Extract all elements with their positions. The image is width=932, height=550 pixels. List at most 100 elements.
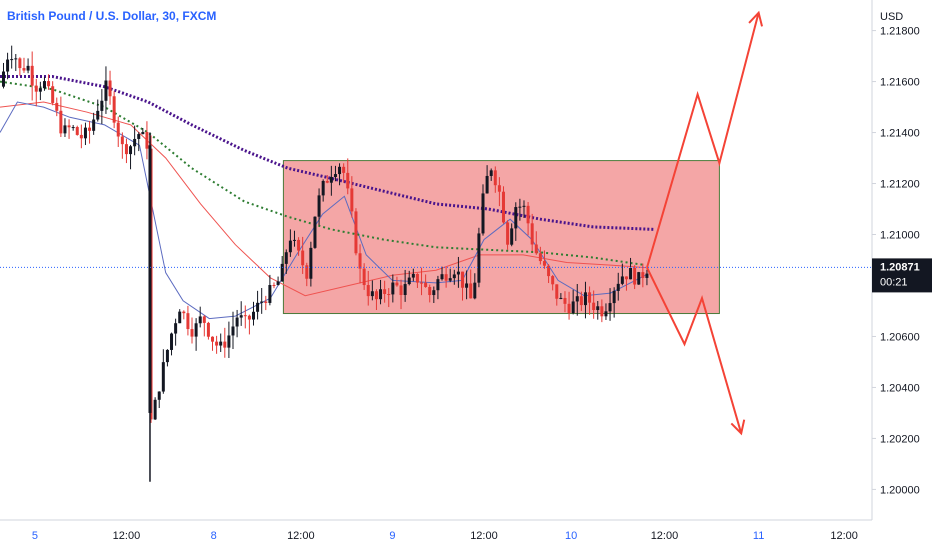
candle-body (346, 172, 350, 189)
candle-body (637, 272, 641, 285)
candle-body (190, 329, 194, 337)
candle-body (47, 81, 51, 87)
candle-body (379, 289, 383, 300)
candle-body (186, 313, 190, 330)
candle-body (227, 335, 231, 348)
candle-body (600, 306, 604, 317)
candle-body (522, 205, 526, 207)
price-tick-1: 1.21600 (880, 77, 920, 89)
candle-body (231, 326, 235, 336)
candle-body (14, 58, 18, 60)
candle-body (387, 294, 391, 296)
candle-body (51, 86, 55, 103)
ma-purple-dotted-line (0, 75, 655, 231)
current-price-badge: 1.20871 00:21 (0, 258, 932, 293)
time-tick-4: 9 (389, 530, 395, 542)
candle-body (333, 174, 337, 177)
price-tick-8: 1.20000 (880, 484, 920, 496)
candle-body (604, 311, 608, 317)
candle-body (383, 289, 387, 295)
candle-body (436, 279, 440, 291)
candle-body (178, 311, 182, 324)
candle-body (506, 222, 510, 245)
candle-body (583, 292, 587, 306)
candle-body (284, 252, 288, 264)
candle-body (182, 311, 186, 314)
price-axis[interactable]: USD 1.21800 1.21600 1.21400 1.21200 1.21000 1… (871, 0, 920, 520)
candle-body (350, 188, 354, 212)
candle-body (194, 323, 198, 337)
candle-body (276, 281, 280, 286)
candle-body (374, 291, 378, 300)
candle-body (645, 273, 649, 278)
candle-body (456, 271, 460, 275)
candle-body (514, 207, 518, 229)
bearish-projection-arrow[interactable] (646, 267, 743, 434)
candle-body (608, 303, 612, 312)
candle-body (432, 290, 436, 296)
candle-body (120, 136, 124, 145)
candle-body (538, 253, 542, 262)
candle-body (473, 282, 477, 299)
candle-body (100, 100, 104, 111)
candle-body (559, 297, 563, 299)
candle-body (629, 267, 633, 280)
candle-body (38, 88, 42, 92)
candle-body (260, 301, 264, 303)
candle-body (292, 239, 296, 241)
candle-body (256, 302, 260, 312)
candle-body (153, 399, 157, 420)
candle-body (616, 283, 620, 291)
candle-body (174, 323, 178, 334)
candle-body (198, 316, 202, 324)
candle-body (26, 65, 30, 71)
candle-body (469, 283, 473, 299)
price-tick-7: 1.20200 (880, 433, 920, 445)
bullish-projection-arrow[interactable] (646, 12, 760, 268)
candle-body (79, 134, 83, 139)
candle-body (321, 180, 325, 196)
current-price-text: 1.20871 (880, 261, 920, 273)
candle-body (395, 282, 399, 286)
candle-body (75, 127, 79, 135)
candle-body (10, 59, 14, 61)
price-tick-2: 1.21400 (880, 128, 920, 140)
chart-title: British Pound / U.S. Dollar, 30, FXCM (7, 9, 217, 23)
ma-red-line (0, 101, 646, 297)
candle-body (592, 302, 596, 311)
candle-body (170, 333, 174, 350)
candle-body (485, 175, 489, 194)
candle-body (297, 239, 301, 251)
candle-body (55, 102, 59, 111)
moving-averages (0, 75, 655, 320)
candle-body (129, 146, 133, 155)
candle-body (108, 80, 112, 97)
time-tick-3: 12:00 (287, 530, 315, 542)
candle-body (268, 284, 272, 303)
time-tick-0: 5 (32, 530, 38, 542)
candle-body (391, 282, 395, 295)
time-tick-5: 12:00 (470, 530, 498, 542)
candle-body (641, 272, 645, 278)
candle-body (71, 127, 75, 129)
candle-body (272, 284, 276, 286)
candle-body (415, 273, 419, 283)
candle-body (366, 285, 370, 297)
candle-body (34, 85, 38, 92)
time-axis[interactable]: 5 12:00 8 12:00 9 12:00 10 12:00 11 12:00 (0, 519, 872, 542)
candle-body (215, 341, 219, 346)
candle-body (440, 274, 444, 280)
candle-body (6, 59, 10, 72)
candle-body (264, 301, 268, 303)
candle-body (362, 268, 366, 286)
candle-body (620, 276, 624, 284)
candle-body (165, 349, 169, 363)
candle-body (251, 311, 255, 320)
candle-body (444, 274, 448, 281)
candle-body (534, 244, 538, 254)
candle-body (30, 65, 34, 86)
candles (1, 45, 649, 482)
candle-body (526, 205, 530, 224)
candle-body (1, 71, 5, 87)
